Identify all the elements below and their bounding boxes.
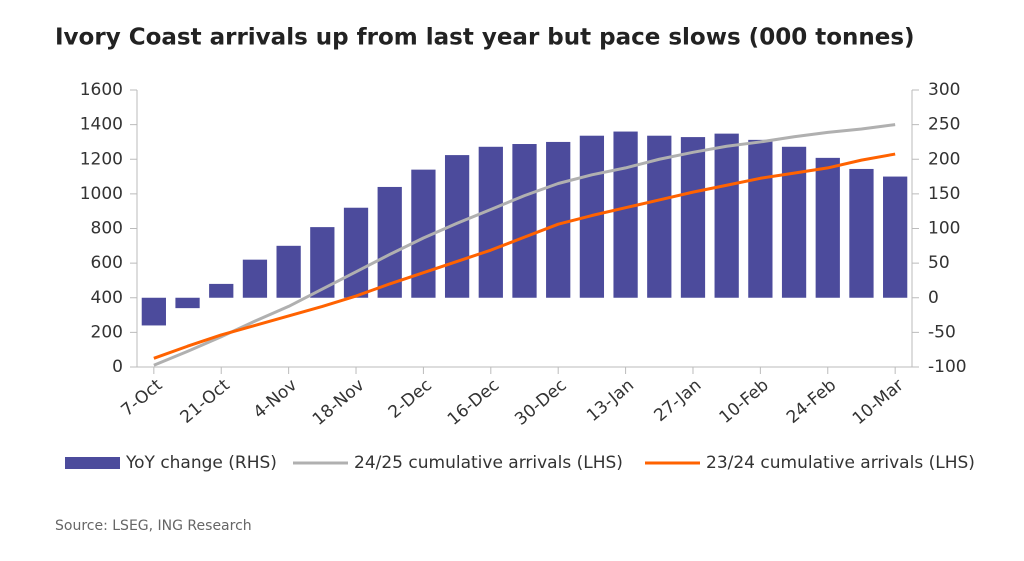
bar bbox=[680, 137, 706, 298]
x-tick-label: 7-Oct bbox=[118, 375, 167, 421]
x-tick-label: 27-Jan bbox=[650, 375, 705, 426]
x-tick-label: 16-Dec bbox=[444, 375, 503, 429]
x-tick-label: 30-Dec bbox=[511, 375, 570, 429]
y-tick-label: 1000 bbox=[80, 184, 123, 204]
x-tick-label: 4-Nov bbox=[250, 375, 301, 423]
x-tick-label: 13-Jan bbox=[583, 375, 638, 426]
y2-tick-label: 50 bbox=[928, 253, 950, 273]
y2-tick-label: -100 bbox=[928, 357, 967, 377]
bar bbox=[781, 146, 807, 298]
bar bbox=[310, 227, 335, 298]
y-tick-label: 800 bbox=[91, 219, 123, 239]
bar bbox=[883, 176, 908, 298]
bar bbox=[613, 131, 638, 298]
y-tick-label: 200 bbox=[91, 322, 123, 342]
bar bbox=[478, 146, 503, 298]
legend-label: 24/25 cumulative arrivals (LHS) bbox=[354, 453, 623, 473]
y-tick-label: 1200 bbox=[80, 149, 123, 169]
chart-title: Ivory Coast arrivals up from last year b… bbox=[55, 25, 915, 51]
line bbox=[153, 152, 896, 360]
y-tick-label: 400 bbox=[91, 288, 123, 308]
bar bbox=[849, 168, 874, 298]
y-tick-label: 1600 bbox=[80, 80, 123, 100]
legend-label: 23/24 cumulative arrivals (LHS) bbox=[706, 453, 975, 473]
y-tick-label: 1400 bbox=[80, 115, 123, 135]
source: Source: LSEG, ING Research bbox=[55, 518, 252, 534]
y2-tick-label: 250 bbox=[928, 115, 960, 135]
bar bbox=[748, 139, 773, 298]
y2-tick-label: 300 bbox=[928, 80, 960, 100]
x-tick-label: 10-Mar bbox=[849, 375, 908, 429]
bar bbox=[209, 283, 234, 298]
bar bbox=[377, 186, 402, 298]
line bbox=[153, 123, 896, 367]
bar bbox=[175, 297, 200, 309]
bar bbox=[815, 157, 840, 298]
y2-tick-label: 100 bbox=[928, 219, 960, 239]
x-tick-label: 2-Dec bbox=[385, 375, 436, 422]
y2-tick-label: -50 bbox=[928, 322, 956, 342]
y-tick-label: 600 bbox=[91, 253, 123, 273]
x-tick-label: 10-Feb bbox=[716, 375, 773, 428]
bar bbox=[276, 245, 301, 298]
legend-swatch bbox=[65, 457, 120, 469]
x-tick-label: 21-Oct bbox=[177, 375, 234, 428]
y2-tick-label: 0 bbox=[928, 288, 939, 308]
bar bbox=[512, 144, 537, 298]
bar bbox=[242, 259, 268, 298]
bar bbox=[343, 207, 369, 298]
y-tick-label: 0 bbox=[112, 357, 123, 377]
x-tick-label: 24-Feb bbox=[783, 375, 840, 428]
y2-tick-label: 150 bbox=[928, 184, 960, 204]
bar bbox=[546, 141, 571, 298]
bar bbox=[714, 133, 739, 298]
x-tick-label: 18-Nov bbox=[309, 375, 369, 430]
legend-label: YoY change (RHS) bbox=[125, 453, 277, 473]
y2-tick-label: 200 bbox=[928, 149, 960, 169]
bar bbox=[141, 297, 166, 326]
